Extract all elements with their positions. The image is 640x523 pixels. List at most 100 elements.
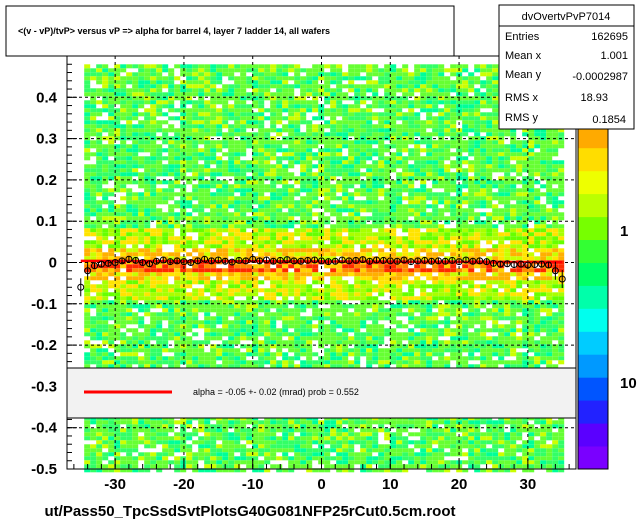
y-tick-label: 0.4 [36,89,58,106]
stats-title: dvOvertvPvP7014 [522,11,611,23]
data-point [441,257,449,265]
data-point [214,256,222,264]
data-point [359,256,367,264]
data-point [139,259,147,266]
y-tick-label: -0.3 [31,378,57,395]
x-tick-label: -10 [242,476,264,493]
data-point [531,261,539,269]
data-point [283,256,291,264]
data-point [262,256,270,264]
colorbar-segment [578,193,608,218]
data-point [421,256,429,264]
stats-box: dvOvertvPvP7014 Entries 162695 Mean x 1.… [498,4,635,130]
data-point [104,259,112,267]
chart-title: <(v - vP)/tvP> versus vP => alpha for ba… [18,26,330,36]
data-point [159,256,167,264]
y-tick-label: 0.2 [36,172,57,189]
stats-value-mean-x: 1.001 [600,50,628,62]
y-tick-label: -0.5 [31,461,57,478]
colorbar-label: 10 [620,375,637,392]
data-point [118,257,126,265]
data-point [496,260,504,268]
data-point [97,260,105,268]
data-point [510,261,518,269]
data-point [242,257,250,265]
data-point [428,257,436,265]
x-tick-label: 0 [317,476,325,493]
data-point [393,257,401,265]
colorbar-segment [578,285,608,309]
data-point [228,258,236,266]
data-point [152,257,160,265]
profile-layer [77,255,566,297]
data-point [91,262,99,270]
colorbar-segment [578,446,608,470]
stats-value-rms-x: 18.93 [580,92,608,104]
stats-label-entries: Entries [505,31,540,43]
data-point [379,256,387,264]
stats-value-entries: 162695 [591,31,628,43]
data-point [324,258,332,266]
data-point [311,256,319,264]
colorbar-segment [578,377,608,401]
data-point [221,257,229,265]
y-tick-label: 0.1 [36,213,57,230]
data-point [483,258,491,266]
data-point [538,260,546,268]
x-tick-label: 30 [520,476,537,493]
data-point [551,267,559,275]
data-point [373,256,381,264]
colorbar-label: 1 [620,223,628,240]
data-point [77,283,85,291]
data-point [249,255,257,263]
x-tick-label: 10 [382,476,399,493]
data-point [318,257,325,265]
data-point [338,256,346,264]
data-point [414,257,422,265]
x-tick-label: 20 [451,476,468,493]
fit-legend-box: alpha = -0.05 +- 0.02 (mrad) prob = 0.55… [66,367,577,419]
data-point [304,256,312,264]
y-tick-label: -0.4 [31,420,58,437]
y-tick-label: -0.2 [31,337,57,354]
data-point [146,260,154,268]
stats-value-mean-y: -0.0002987 [572,71,628,83]
colorbar-segment [578,400,608,424]
data-point [544,261,552,269]
data-point [524,261,532,269]
data-point [269,257,277,265]
data-point [345,257,353,265]
data-point [331,257,339,265]
data-point [173,257,181,265]
data-point [180,258,188,266]
stats-label-rms-x: RMS x [505,92,539,104]
data-point [434,257,442,265]
data-point [558,275,566,283]
data-point [503,260,511,268]
colorbar-segment [578,239,608,263]
y-tick-label: -0.1 [31,296,57,313]
data-point [517,260,525,268]
data-point [448,256,456,264]
footer-filename: ut/Pass50_TpcSsdSvtPlotsG40G081NFP25rCut… [45,503,456,520]
colorbar-segment [578,124,608,149]
colorbar-segment [578,331,608,355]
data-point [469,257,477,265]
data-point [187,259,195,266]
x-tick-label: -20 [173,476,195,493]
data-point [132,256,140,264]
stats-label-rms-y: RMS y [505,112,539,124]
y-tick-label: 0.3 [36,131,57,148]
stats-value-rms-y: 0.1854 [592,114,626,126]
data-point [407,258,415,266]
data-point [166,258,174,266]
data-point [235,256,243,264]
data-point [297,257,305,265]
data-point [386,257,394,265]
colorbar-segment [578,262,608,286]
data-point [455,258,463,266]
data-point [125,255,133,263]
data-point [290,257,298,265]
data-point [489,259,497,267]
